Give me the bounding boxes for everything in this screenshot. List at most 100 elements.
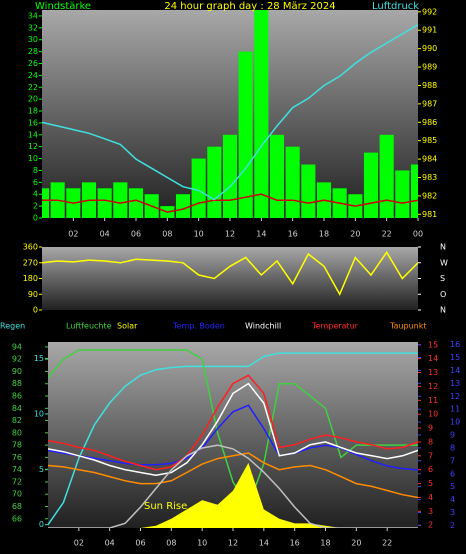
y-tick-label: 14 [450,366,460,375]
y-tick-label: 2 [450,521,455,530]
x-tick-label: 20 [350,230,360,239]
y-tick-label: 70 [12,490,22,499]
plot-series [42,10,418,218]
y-tick-label: 14 [428,354,438,363]
y-tick-label: 94 [12,342,22,351]
y-tick-label: 72 [12,477,22,486]
y-tick-label: 22 [28,83,38,92]
y-tick-label: 360 [23,243,38,252]
y-tick-label: 981 [422,210,437,219]
y-tick-label: 3 [450,508,455,517]
y-tick-label: 6 [450,469,455,478]
y-tick-label: N [440,306,446,315]
y-tick-label: 12 [450,392,460,401]
y-tick-label: 74 [12,465,22,474]
y-tick-label: 15 [450,353,460,362]
y-tick-label: 16 [450,340,460,349]
y-tick-label: 6 [33,178,38,187]
y-tick-label: 984 [422,155,437,164]
x-tick-label: 06 [135,539,145,548]
bar [207,146,222,218]
bar [238,51,253,218]
y-tick-label: 14 [28,130,38,139]
y-tick-label: 988 [422,81,437,90]
y-tick-label: 18 [28,107,38,116]
x-tick-label: 12 [228,539,238,548]
x-tick-label: 22 [382,539,392,548]
legend-label: Regen [0,322,25,331]
y-tick-label: 4 [33,190,38,199]
line [42,193,418,213]
x-tick-label: 22 [382,230,392,239]
line [42,24,418,201]
y-tick-label: N [440,243,446,252]
y-tick-label: 0 [33,214,38,223]
bar [395,170,410,218]
legend-label: Windchill [245,322,281,331]
y-tick-label: 86 [12,392,22,401]
plot-series [48,349,418,528]
y-tick-label: 28 [28,47,38,56]
line [48,352,418,526]
bar [379,134,394,218]
line [48,444,418,528]
x-tick-label: 16 [288,230,298,239]
y-tick-label: 10 [34,409,44,418]
y-axis-label: Windstärke [35,1,91,12]
y-tick-label: 11 [428,396,438,405]
x-tick-label: 04 [105,539,115,548]
y2-axis-label: Luftdruck [372,1,419,12]
bar [191,158,206,218]
y-tick-label: 15 [34,354,44,363]
y-tick-label: S [440,274,445,283]
y-tick-label: 78 [12,441,22,450]
y-tick-label: 4 [428,493,433,502]
y-tick-label: 90 [28,290,38,299]
y-tick-label: 92 [12,355,22,364]
y-tick-label: 985 [422,136,437,145]
line [42,250,418,297]
y-tick-label: 34 [28,11,38,20]
plot-series [42,250,418,297]
bar [175,194,191,218]
y-tick-label: 990 [422,44,437,53]
y-tick-label: 12 [428,382,438,391]
y-tick-label: 983 [422,173,437,182]
y-tick-label: 5 [428,479,433,488]
line [48,452,418,499]
y-tick-label: 987 [422,99,437,108]
legend-label: Temp. Boden [172,322,225,331]
y-tick-label: 986 [422,118,437,127]
y-tick-label: 15 [428,340,438,349]
y-tick-label: 10 [450,418,460,427]
bar [301,164,316,218]
y-tick-label: 4 [450,495,455,504]
bar [222,134,238,218]
y-tick-label: W [440,258,448,267]
y-tick-label: 90 [12,367,22,376]
bar [410,164,418,218]
x-tick-label: 08 [162,230,172,239]
y-tick-label: 180 [23,274,38,283]
y-tick-label: 82 [12,416,22,425]
bar [128,188,144,218]
y-tick-label: 8 [428,437,433,446]
y-tick-label: 20 [28,95,38,104]
y-tick-label: 13 [428,368,438,377]
annotation: Sun Rise [144,501,187,512]
y-tick-label: 13 [450,379,460,388]
y-tick-label: 9 [450,431,455,440]
line [48,404,418,471]
legend-label: Taupunkt [389,322,427,331]
y-tick-label: 2 [428,521,433,530]
y-tick-label: 6 [428,465,433,474]
y-tick-label: 32 [28,23,38,32]
y-tick-label: 24 [28,71,38,80]
x-tick-label: 00 [413,230,423,239]
x-tick-label: 08 [166,539,176,548]
x-tick-label: 04 [100,230,110,239]
x-tick-label: 02 [68,230,78,239]
x-tick-label: 14 [256,230,266,239]
y-tick-label: 10 [428,410,438,419]
